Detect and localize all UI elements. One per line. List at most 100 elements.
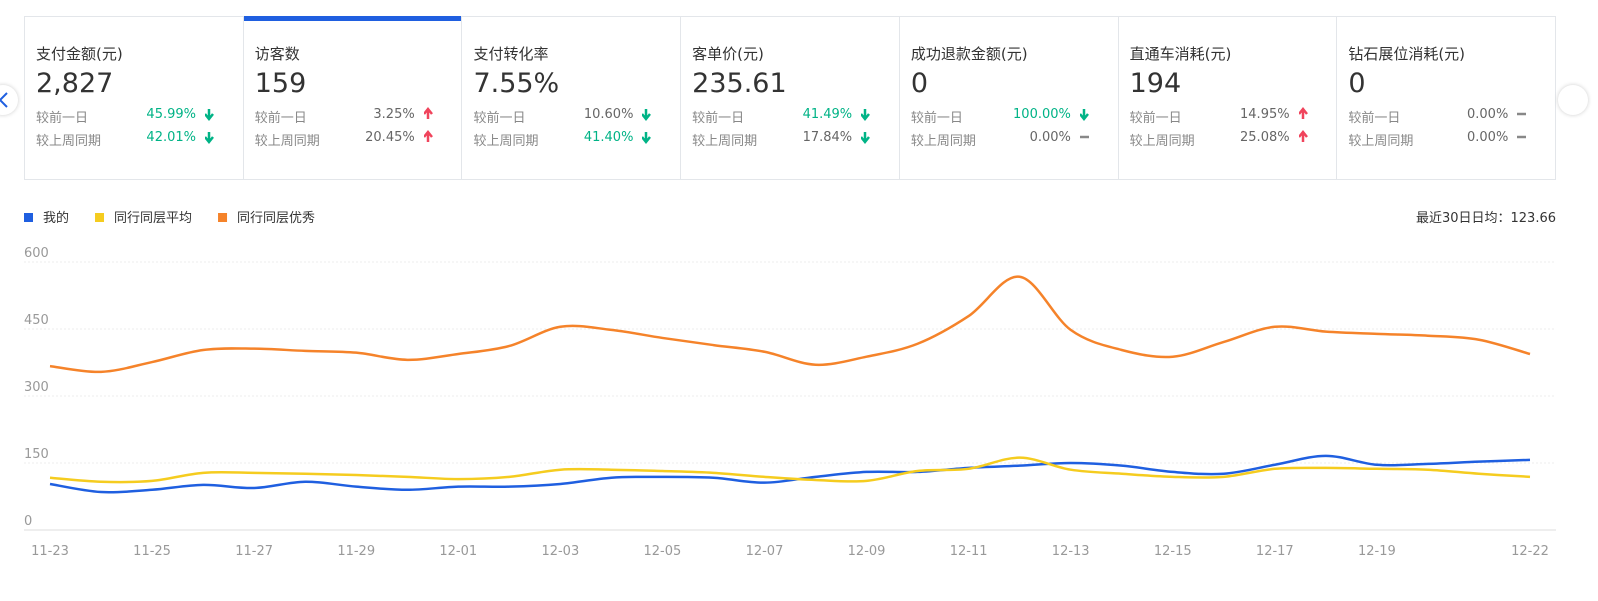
x-tick-label: 12-09	[848, 544, 886, 559]
trend-arrow	[641, 132, 652, 145]
trend-path	[422, 106, 433, 119]
metric-value: 235.61	[692, 68, 787, 99]
metric-card[interactable]: 支付金额(元) 2,827 较前一日 45.99% 较上周同期 42.01%	[25, 17, 244, 179]
series-line	[49, 275, 1531, 374]
compare-pct: 10.60%	[583, 107, 634, 122]
trend-arrow	[860, 109, 871, 122]
x-tick-label: 12-15	[1154, 544, 1192, 559]
x-tick-label: 12-07	[746, 544, 784, 559]
trend-arrow	[1297, 106, 1308, 119]
x-tick-label: 11-29	[337, 544, 375, 559]
metric-title: 访客数	[254, 45, 300, 63]
compare-label: 较前一日	[692, 111, 745, 126]
x-tick-label: 12-17	[1256, 544, 1294, 559]
trend-arrow	[422, 129, 433, 142]
legend-swatch	[95, 213, 105, 222]
next-button[interactable]	[1558, 85, 1588, 115]
trend-arrow	[422, 106, 433, 119]
trend-path	[860, 109, 871, 122]
trend-arrow	[1517, 112, 1527, 116]
trend-icon	[1296, 129, 1312, 149]
metric-card[interactable]: 钻石展位消耗(元) 0 较前一日 0.00% 较上周同期 0.00%	[1337, 17, 1555, 179]
legend-label: 同行同层平均	[114, 211, 192, 226]
compare-rows: 较前一日 10.60% 较上周同期 41.40%	[473, 107, 680, 149]
trend-icon	[1296, 106, 1312, 126]
trend-arrow	[1297, 129, 1308, 142]
metric-card[interactable]: 支付转化率 7.55% 较前一日 10.60% 较上周同期 41.40%	[462, 17, 682, 179]
y-tick-label: 600	[24, 246, 49, 261]
series-line	[49, 454, 1531, 494]
compare-pct: 45.99%	[146, 107, 196, 122]
metric-card[interactable]: 直通车消耗(元) 194 较前一日 14.95% 较上周同期 25.08%	[1119, 17, 1338, 179]
trend-icon	[202, 130, 218, 149]
series-line	[49, 456, 1531, 484]
summary: 最近30日日均：123.66	[1416, 211, 1556, 226]
compare-rows: 较前一日 100.00% 较上周同期 0.00%	[911, 107, 1118, 149]
x-tick-label: 11-25	[133, 544, 171, 559]
compare-row: 较上周同期 17.84%	[692, 130, 874, 149]
trend-path	[641, 132, 652, 145]
metric-card[interactable]: 客单价(元) 235.61 较前一日 41.49% 较上周同期 17.84%	[681, 17, 900, 179]
compare-pct: 25.08%	[1240, 130, 1290, 145]
trend-arrow	[860, 132, 871, 145]
compare-pct: 100.00%	[1013, 107, 1071, 122]
x-tick-label: 12-13	[1052, 544, 1090, 559]
compare-label: 较上周同期	[910, 134, 976, 149]
legend-swatch	[24, 213, 33, 222]
compare-row: 较上周同期 25.08%	[1130, 129, 1312, 149]
compare-pct: 41.49%	[802, 107, 853, 122]
compare-pct: 41.40%	[583, 130, 634, 145]
compare-pct: 0.00%	[1467, 107, 1509, 122]
compare-label: 较前一日	[910, 111, 963, 126]
trend-path	[641, 109, 652, 122]
metric-card[interactable]: 成功退款金额(元) 0 较前一日 100.00% 较上周同期 0.00%	[900, 17, 1119, 179]
compare-pct: 20.45%	[365, 130, 415, 145]
legend-label: 我的	[43, 210, 69, 226]
trend-path	[1297, 106, 1308, 119]
trend-path	[204, 132, 214, 145]
compare-rows: 较前一日 14.95% 较上周同期 25.08%	[1129, 106, 1337, 149]
x-tick-label: 12-22	[1511, 544, 1549, 559]
x-tick-label: 12-11	[950, 544, 988, 559]
compare-row: 较上周同期 42.01%	[36, 130, 218, 149]
compare-row: 较前一日 10.60%	[473, 107, 655, 126]
legend-swatch	[218, 213, 228, 222]
metric-value: 194	[1129, 68, 1182, 99]
trend-icon	[421, 106, 437, 126]
metric-title: 钻石展位消耗(元)	[1348, 45, 1466, 63]
compare-label: 较前一日	[473, 111, 526, 126]
x-tick-label: 11-27	[235, 544, 273, 559]
trend-icon	[1514, 130, 1530, 149]
y-tick-label: 150	[24, 447, 49, 462]
compare-row: 较上周同期 41.40%	[473, 130, 655, 149]
trend-arrow	[204, 109, 214, 122]
x-tick-label: 12-19	[1358, 544, 1396, 559]
compare-label: 较前一日	[1348, 111, 1401, 126]
y-tick-label: 0	[24, 514, 32, 529]
trend-arrow	[1079, 135, 1089, 139]
compare-row: 较前一日 41.49%	[692, 107, 874, 126]
compare-rows: 较前一日 3.25% 较上周同期 20.45%	[254, 106, 462, 149]
x-tick-label: 12-05	[644, 544, 682, 559]
trend-icon	[858, 130, 874, 149]
metric-value: 2,827	[36, 68, 114, 99]
chart: 0 150 300 450 600 11-23 11-25 11-27 11-29 12-01 12…	[24, 210, 1556, 559]
compare-row: 较前一日 0.00%	[1348, 107, 1530, 126]
trend-path	[1078, 109, 1089, 122]
metric-value: 7.55%	[473, 68, 560, 99]
compare-pct: 0.00%	[1029, 130, 1071, 145]
metric-title: 成功退款金额(元)	[910, 45, 1028, 63]
compare-pct: 14.95%	[1240, 107, 1290, 122]
compare-label: 较上周同期	[254, 134, 320, 149]
metric-value: 0	[910, 68, 929, 99]
metric-card[interactable]: 访客数 159 较前一日 3.25% 较上周同期 20.45%	[243, 16, 463, 179]
y-tick-label: 450	[24, 313, 49, 328]
compare-pct: 17.84%	[802, 130, 853, 145]
metric-title: 支付转化率	[473, 45, 549, 63]
compare-rows: 较前一日 0.00% 较上周同期 0.00%	[1348, 107, 1555, 149]
compare-row: 较前一日 100.00%	[911, 107, 1093, 126]
prev-button[interactable]	[0, 85, 18, 115]
compare-label: 较前一日	[1129, 111, 1182, 126]
compare-rows: 较前一日 45.99% 较上周同期 42.01%	[36, 107, 243, 149]
